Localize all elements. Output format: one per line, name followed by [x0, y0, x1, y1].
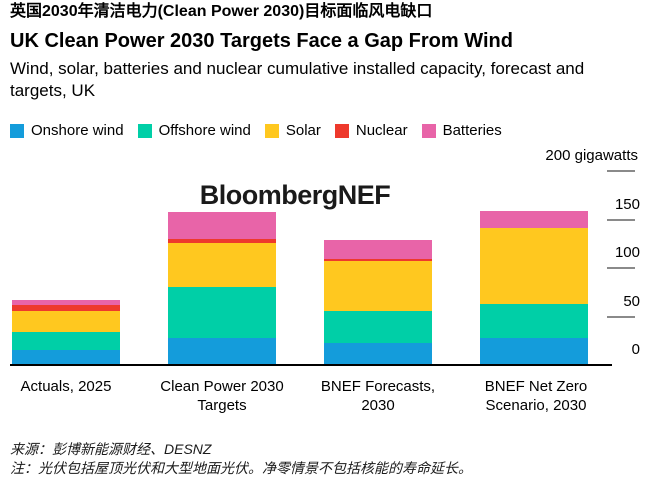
bar-segment-onshore-wind [168, 337, 276, 364]
page-title: UK Clean Power 2030 Targets Face a Gap F… [10, 30, 513, 52]
legend-swatch-onshore-wind [10, 123, 24, 138]
methodology-note: 注：光伏包括屋顶光伏和大型地面光伏。净零情景不包括核能的寿命延长。 [10, 460, 472, 476]
x-axis-label-line: Clean Power 2030 [160, 378, 284, 395]
x-axis-label: BNEF Forecasts, 2030 [293, 377, 463, 415]
bar-segment-solar [12, 310, 120, 332]
bar-segment-solar [168, 242, 276, 288]
legend-item-onshore-wind: Onshore wind [10, 123, 124, 138]
legend-item-nuclear: Nuclear [334, 122, 408, 139]
x-axis-label-line: Actuals, 2025 [20, 378, 112, 395]
legend-item-batteries: Batteries [421, 122, 502, 139]
bar-segment-solar [324, 261, 432, 311]
axis-unit-label: 200 gigawatts [545, 147, 638, 164]
bar-segment-batteries [12, 300, 120, 305]
bar-segment-onshore-wind [324, 342, 432, 364]
x-axis-label-line: Targets [197, 397, 247, 414]
bar-segment-offshore-wind [480, 303, 588, 338]
y-tick-label: 100 [614, 244, 640, 261]
legend-label: Onshore wind [31, 122, 124, 139]
chart-footer: 来源：彭博新能源财经、DESNZ 注：光伏包括屋顶光伏和大型地面光伏。净零情景不… [10, 440, 472, 478]
x-axis-baseline [10, 364, 612, 366]
bar-segment-offshore-wind [168, 287, 276, 338]
y-tick-line [607, 316, 635, 318]
chinese-title: 英国2030年清洁电力(Clean Power 2030)目标面临风电缺口 [10, 3, 433, 20]
x-axis-label-line: 2030 [361, 397, 395, 414]
legend-item-offshore-wind: Offshore wind [137, 122, 251, 139]
bar-segment-offshore-wind [324, 310, 432, 343]
legend: Onshore wind Offshore wind Solar Nuclear Bat… [10, 123, 502, 138]
legend-label: Nuclear [355, 122, 408, 139]
legend-swatch-nuclear [334, 123, 349, 138]
x-axis-label-line: Scenario, 2030 [485, 397, 587, 414]
source-note: 来源：彭博新能源财经、DESNZ [10, 441, 212, 457]
bar-segment-nuclear [168, 238, 276, 243]
bar-segment-nuclear [12, 304, 120, 311]
y-tick-label: 0 [631, 341, 640, 358]
y-tick-line [607, 267, 635, 269]
bar-segment-onshore-wind [12, 350, 120, 364]
bar-segment-batteries [168, 211, 276, 239]
x-axis-label: Actuals, 2025 [0, 377, 151, 396]
bar-segment-nuclear [324, 259, 432, 262]
y-tick-line [607, 219, 635, 221]
bar-segment-onshore-wind [480, 337, 588, 364]
y-tick-line [607, 170, 635, 172]
x-axis-label-line: BNEF Net Zero [484, 378, 588, 395]
x-axis-label: BNEF Net Zero Scenario, 2030 [451, 377, 621, 415]
y-tick-label: 50 [623, 293, 640, 310]
legend-swatch-solar [264, 123, 279, 138]
bar-segment-offshore-wind [12, 332, 120, 351]
bar-segment-batteries [480, 210, 588, 229]
y-tick-label: 150 [614, 196, 640, 213]
legend-label: Solar [285, 122, 321, 139]
bar-segment-batteries [324, 239, 432, 260]
chart-subtitle: Wind, solar, batteries and nuclear cumul… [10, 59, 585, 100]
legend-swatch-batteries [421, 123, 436, 138]
legend-swatch-offshore-wind [137, 123, 152, 138]
legend-label: Offshore wind [158, 122, 251, 139]
legend-item-solar: Solar [264, 122, 321, 139]
bloombergnef-watermark: BloombergNEF [199, 180, 391, 210]
legend-label: Batteries [442, 122, 502, 139]
bar-segment-solar [480, 228, 588, 304]
x-axis-label: Clean Power 2030 Targets [137, 377, 307, 415]
x-axis-label-line: BNEF Forecasts, [320, 378, 436, 395]
